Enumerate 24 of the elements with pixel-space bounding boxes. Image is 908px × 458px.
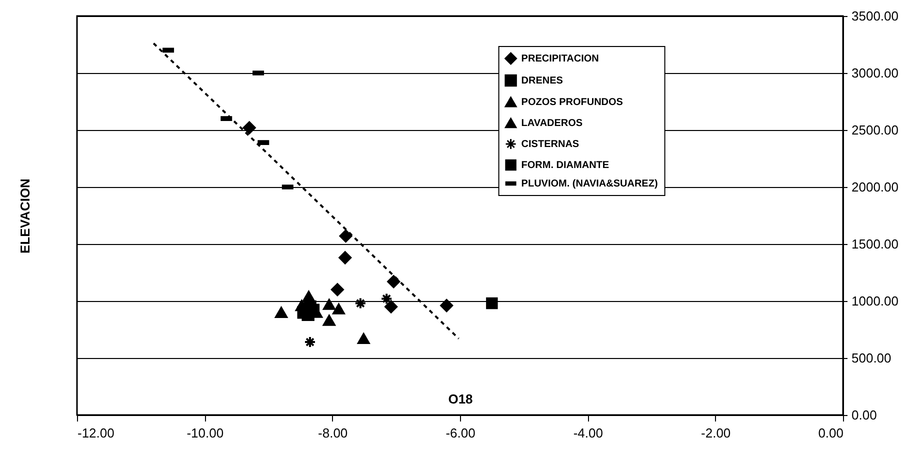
- x-tick-label: 0.00: [818, 426, 844, 440]
- y-tick-label: 2000.00: [852, 180, 898, 194]
- x-axis-title: O18: [448, 392, 473, 406]
- x-tick-label: -6.00: [446, 426, 476, 440]
- y-axis-title: ELEVACION: [18, 178, 32, 254]
- y-tick-label: 500.00: [852, 350, 892, 366]
- legend-label: LAVADEROS: [521, 118, 583, 129]
- y-tick-label: 2500.00: [852, 122, 898, 138]
- x-tick-label: -8.00: [318, 426, 348, 440]
- x-tick-label: -4.00: [573, 426, 603, 440]
- y-tick-label: 1000.00: [852, 294, 898, 308]
- legend-label: POZOS PROFUNDOS: [521, 97, 624, 108]
- x-tick-label: -12.00: [78, 426, 114, 440]
- y-tick-label: 3000.00: [852, 66, 898, 80]
- legend-label: FORM. DIAMANTE: [521, 160, 610, 171]
- legend-label: CISTERNAS: [521, 139, 580, 150]
- legend-label: DRENES: [521, 76, 564, 86]
- x-tick-label: -10.00: [186, 426, 224, 440]
- y-tick-label: 0.00: [852, 408, 877, 422]
- x-tick-label: -2.00: [701, 426, 731, 440]
- legend-label: PLUVIOM. (NAVIA&SUAREZ): [521, 178, 658, 190]
- legend-label: PRECIPITACION: [521, 54, 599, 64]
- y-tick-label: 1500.00: [852, 236, 898, 252]
- y-tick-label: 3500.00: [852, 8, 898, 24]
